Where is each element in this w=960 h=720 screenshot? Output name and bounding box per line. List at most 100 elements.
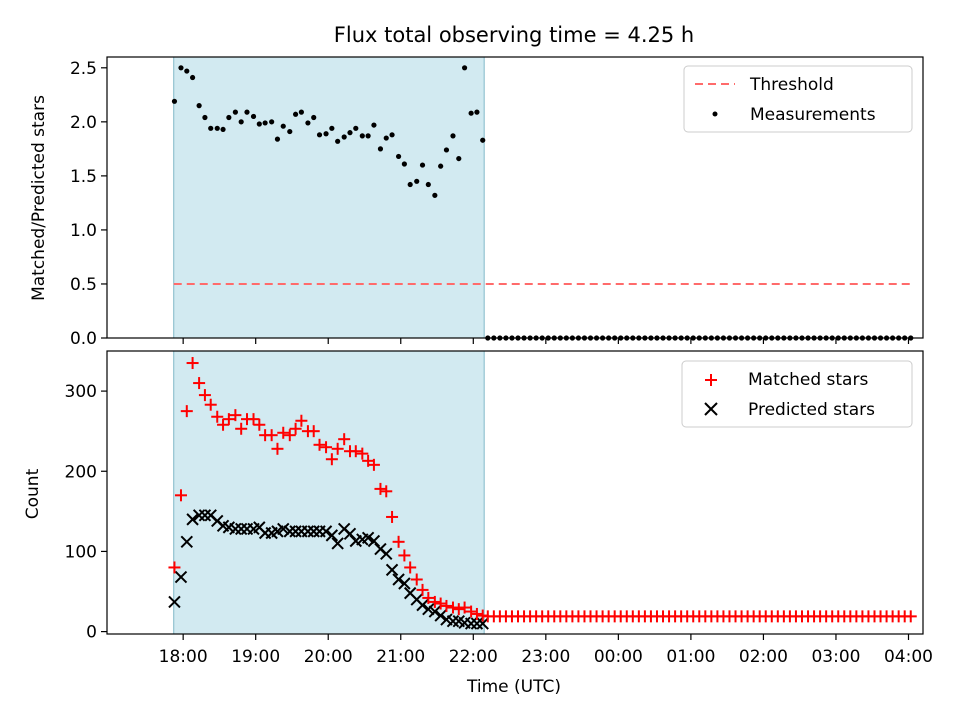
predicted-point xyxy=(446,614,460,628)
bottom-legend: Matched stars Predicted stars xyxy=(681,360,913,428)
matched-point xyxy=(313,438,326,451)
xtick-label: 23:00 xyxy=(521,647,570,667)
matched-point xyxy=(307,425,320,438)
measurement-point xyxy=(329,125,335,131)
matched-point xyxy=(349,445,362,458)
matched-point xyxy=(295,414,308,427)
top-axes-frame xyxy=(106,56,924,339)
matched-point xyxy=(428,595,441,608)
measurement-point xyxy=(414,178,420,184)
matched-point xyxy=(367,458,380,471)
top-legend: Threshold Measurements xyxy=(683,65,913,133)
measurement-point xyxy=(262,120,268,126)
measurement-point xyxy=(238,119,244,125)
matched-point xyxy=(211,410,224,423)
matched-point xyxy=(229,409,242,422)
bottom-x-ticks: 18:00 19:00 20:00 21:00 22:00 23:00 00:00 01:00… xyxy=(159,634,933,667)
matched-point xyxy=(904,610,917,623)
predicted-point xyxy=(331,537,344,550)
matched-point xyxy=(247,413,260,426)
matched-point xyxy=(198,389,211,402)
matched-point xyxy=(235,422,248,435)
predicted-point xyxy=(367,534,381,548)
matched-point xyxy=(186,357,199,370)
top-ytick-label: 2.5 xyxy=(70,59,97,79)
matched-point xyxy=(446,601,459,614)
predicted-point xyxy=(398,577,411,590)
predicted-point xyxy=(464,617,478,630)
predicted-point xyxy=(470,617,484,630)
matched-point xyxy=(283,429,296,442)
top-ytick-label: 1.0 xyxy=(70,221,97,241)
legend-measurements-label: Measurements xyxy=(750,105,876,125)
predicted-point xyxy=(476,617,489,630)
bottom-ylabel: Count xyxy=(23,468,43,519)
top-x-ticks xyxy=(182,338,910,344)
predicted-point xyxy=(434,609,447,622)
matched-point xyxy=(180,405,193,418)
matched-point xyxy=(434,597,447,610)
matched-point xyxy=(217,418,230,431)
measurement-point xyxy=(443,147,450,153)
predicted-point xyxy=(277,522,290,536)
measurement-point xyxy=(341,134,347,140)
matched-point xyxy=(193,377,206,390)
measurement-point xyxy=(389,132,395,138)
measurement-point xyxy=(202,114,208,121)
measurement-point xyxy=(256,121,262,127)
measurement-point xyxy=(395,153,402,160)
measurement-point xyxy=(461,65,468,71)
bottom-observing-window xyxy=(173,350,485,635)
legend-matched-swatch xyxy=(705,374,717,386)
bottom-ytick-label: 0 xyxy=(86,623,97,643)
matched-point xyxy=(410,573,423,586)
chart-title: Flux total observing time = 4.25 h xyxy=(334,23,694,47)
predicted-point xyxy=(174,570,188,584)
measurement-point xyxy=(347,130,353,136)
measurement-point xyxy=(401,161,407,167)
predicted-point xyxy=(325,529,339,542)
matched-point xyxy=(398,549,411,562)
matched-point xyxy=(271,442,284,455)
measurement-point xyxy=(226,114,232,121)
bottom-y-ticks: 0 100 200 300 xyxy=(65,382,107,643)
legend-matched-label: Matched stars xyxy=(748,370,868,390)
measurement-point xyxy=(208,125,214,131)
measurement-point xyxy=(365,133,371,139)
measurement-point xyxy=(269,119,275,125)
matched-point xyxy=(320,441,333,454)
predicted-point xyxy=(198,509,212,522)
measurement-point xyxy=(287,128,293,135)
predicted-point xyxy=(301,525,315,538)
top-y-ticks: 0.0 0.5 1.0 1.5 2.0 2.5 xyxy=(70,59,107,349)
matched-point xyxy=(168,561,181,574)
matched-point xyxy=(458,601,471,614)
measurement-point xyxy=(468,110,474,116)
predicted-point xyxy=(186,513,199,526)
bottom-ytick-label: 300 xyxy=(65,382,97,402)
top-ytick-label: 1.5 xyxy=(70,167,97,187)
matched-point xyxy=(265,429,278,442)
bottom-legend-box xyxy=(681,360,913,428)
measurement-point xyxy=(292,111,299,117)
predicted-point xyxy=(428,605,442,618)
xtick-label: 19:00 xyxy=(231,647,280,667)
predicted-point xyxy=(392,573,405,586)
predicted-point xyxy=(361,531,375,545)
measurement-point xyxy=(474,109,480,115)
matched-point xyxy=(222,413,235,426)
predicted-point xyxy=(168,595,181,609)
matched-points xyxy=(168,357,917,623)
matched-point xyxy=(289,422,302,435)
measurement-point xyxy=(298,109,304,115)
measurement-point xyxy=(438,163,444,169)
measurement-point xyxy=(232,109,238,115)
measurement-point xyxy=(335,138,341,144)
bottom-ytick-label: 200 xyxy=(65,462,97,482)
matched-point xyxy=(204,398,217,411)
bottom-axes-frame xyxy=(106,350,924,635)
xtick-label: 21:00 xyxy=(376,647,425,667)
measurement-point xyxy=(220,126,226,133)
matched-point xyxy=(338,433,351,446)
measurement-point xyxy=(214,125,220,131)
